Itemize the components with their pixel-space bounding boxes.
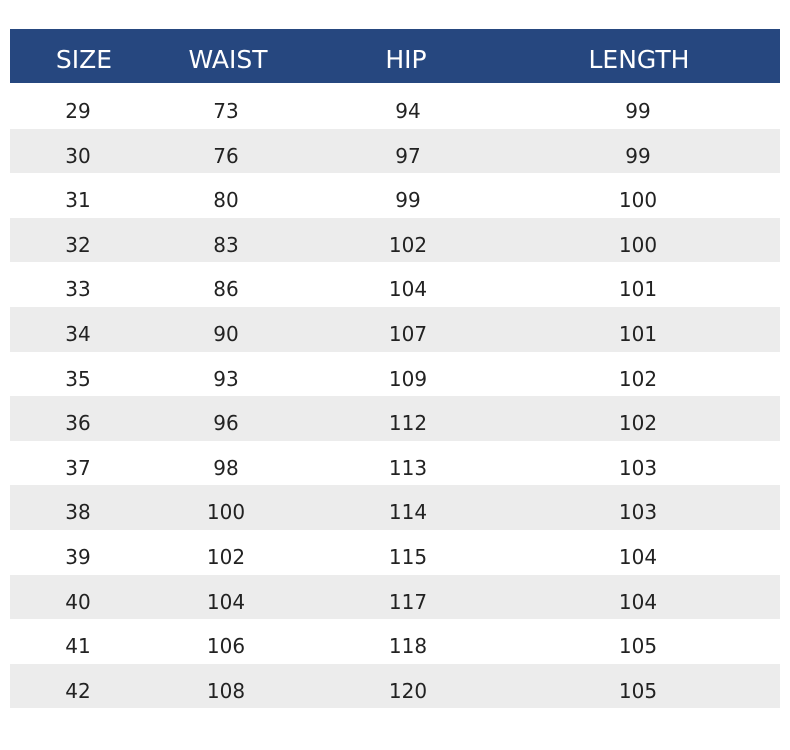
table-row: 36 96 112 102 bbox=[10, 396, 780, 441]
cell-length: 101 bbox=[618, 321, 658, 346]
cell-hip: 94 bbox=[395, 99, 421, 123]
table-row: 30 76 97 99 bbox=[10, 128, 780, 174]
cell-waist: 100 bbox=[206, 500, 246, 525]
table-row: 34 90 107 101 bbox=[10, 306, 780, 352]
header-length: LENGTH bbox=[588, 45, 690, 74]
table-row: 37 98 113 103 bbox=[10, 441, 780, 486]
cell-size: 34 bbox=[65, 321, 91, 346]
cell-length: 103 bbox=[618, 455, 658, 480]
header-waist: WAIST bbox=[188, 45, 268, 74]
cell-size: 36 bbox=[65, 411, 91, 436]
cell-length: 102 bbox=[618, 411, 658, 436]
cell-waist: 106 bbox=[206, 634, 246, 659]
cell-length: 104 bbox=[618, 544, 658, 569]
table-row: 39 102 115 104 bbox=[10, 530, 780, 575]
cell-waist: 80 bbox=[213, 188, 239, 213]
cell-hip: 109 bbox=[388, 366, 428, 391]
cell-hip: 113 bbox=[388, 455, 428, 480]
cell-waist: 104 bbox=[206, 589, 246, 614]
cell-length: 100 bbox=[618, 232, 658, 257]
cell-size: 39 bbox=[65, 544, 91, 569]
table-row: 32 83 102 100 bbox=[10, 217, 780, 263]
cell-size: 31 bbox=[65, 188, 91, 213]
table-row: 33 86 104 101 bbox=[10, 262, 780, 307]
cell-size: 41 bbox=[65, 634, 91, 659]
cell-hip: 115 bbox=[388, 544, 428, 569]
cell-waist: 93 bbox=[213, 366, 239, 391]
table-row: 38 100 114 103 bbox=[10, 485, 780, 530]
cell-size: 33 bbox=[65, 277, 91, 302]
cell-length: 103 bbox=[618, 500, 658, 525]
table-row: 41 106 118 105 bbox=[10, 619, 780, 664]
cell-size: 30 bbox=[65, 143, 91, 168]
cell-hip: 97 bbox=[395, 143, 421, 168]
cell-length: 99 bbox=[625, 143, 651, 168]
table-row: 29 73 94 99 bbox=[10, 84, 780, 129]
cell-waist: 73 bbox=[213, 99, 239, 123]
cell-size: 29 bbox=[65, 99, 91, 123]
cell-waist: 102 bbox=[206, 544, 246, 569]
cell-size: 32 bbox=[65, 232, 91, 257]
cell-hip: 104 bbox=[388, 277, 428, 302]
cell-waist: 96 bbox=[213, 411, 239, 436]
cell-size: 37 bbox=[65, 455, 91, 480]
cell-length: 105 bbox=[618, 678, 658, 703]
table-header: SIZE WAIST HIP LENGTH bbox=[10, 29, 780, 83]
cell-waist: 76 bbox=[213, 143, 239, 168]
cell-size: 42 bbox=[65, 678, 91, 703]
cell-size: 40 bbox=[65, 589, 91, 614]
cell-waist: 108 bbox=[206, 678, 246, 703]
cell-length: 104 bbox=[618, 589, 658, 614]
cell-size: 35 bbox=[65, 366, 91, 391]
cell-hip: 118 bbox=[388, 634, 428, 659]
table-row: 42 108 120 105 bbox=[10, 663, 780, 709]
table-row: 31 80 99 100 bbox=[10, 173, 780, 218]
cell-waist: 98 bbox=[213, 455, 239, 480]
cell-length: 105 bbox=[618, 634, 658, 659]
size-table-body: 29 73 94 99 30 76 97 99 31 80 99 100 32 83 102 100 33 86 1… bbox=[10, 84, 780, 709]
cell-hip: 117 bbox=[388, 589, 428, 614]
cell-waist: 86 bbox=[213, 277, 239, 302]
table-row: 40 104 117 104 bbox=[10, 574, 780, 620]
cell-hip: 99 bbox=[395, 188, 421, 213]
cell-length: 100 bbox=[618, 188, 658, 213]
header-hip: HIP bbox=[385, 45, 427, 74]
cell-length: 99 bbox=[625, 99, 651, 123]
cell-hip: 107 bbox=[388, 321, 428, 346]
cell-size: 38 bbox=[65, 500, 91, 525]
cell-hip: 114 bbox=[388, 500, 428, 525]
cell-length: 102 bbox=[618, 366, 658, 391]
table-row: 35 93 109 102 bbox=[10, 352, 780, 397]
cell-hip: 112 bbox=[388, 411, 428, 436]
cell-hip: 102 bbox=[388, 232, 428, 257]
header-size: SIZE bbox=[55, 45, 113, 74]
cell-waist: 90 bbox=[213, 321, 239, 346]
cell-hip: 120 bbox=[388, 678, 428, 703]
cell-length: 101 bbox=[618, 277, 658, 302]
cell-waist: 83 bbox=[213, 232, 239, 257]
